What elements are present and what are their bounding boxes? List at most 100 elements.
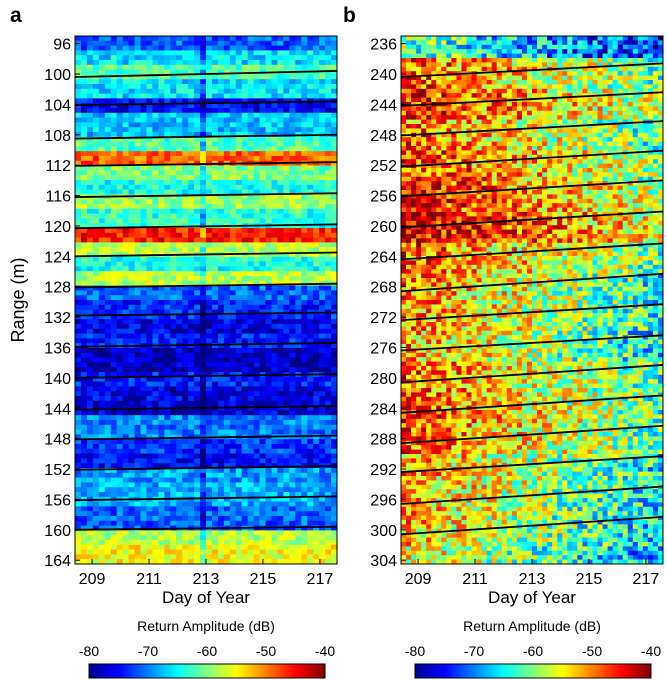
- heat-cell: [140, 223, 148, 229]
- heat-cell: [140, 136, 148, 143]
- heat-cell: [164, 420, 171, 426]
- heat-cell: [277, 381, 284, 387]
- heat-cell: [253, 448, 261, 455]
- heat-cell: [259, 554, 267, 560]
- heat-cell: [206, 276, 213, 282]
- heat-cell: [158, 549, 165, 555]
- heat-cell: [116, 199, 124, 205]
- heat-cell: [319, 112, 326, 119]
- heat-cell: [241, 285, 249, 291]
- heat-cell: [134, 544, 142, 551]
- heat-cell: [122, 314, 130, 320]
- heat-cell: [75, 424, 82, 431]
- heat-cell: [182, 439, 189, 445]
- heat-cell: [176, 487, 183, 493]
- heat-cell: [152, 50, 159, 56]
- heat-cell: [188, 338, 195, 344]
- heat-cell: [211, 146, 219, 152]
- heat-cell: [146, 328, 153, 335]
- heat-cell: [217, 424, 225, 431]
- heat-cell: [170, 544, 177, 551]
- heat-cell: [200, 74, 207, 80]
- heat-cell: [158, 477, 165, 483]
- heat-cell: [229, 170, 237, 176]
- heat-cell: [241, 165, 249, 171]
- heat-cell: [229, 319, 237, 325]
- heat-cell: [122, 64, 130, 71]
- heat-cell: [104, 266, 112, 272]
- heat-cell: [265, 117, 273, 123]
- heat-cell: [325, 357, 332, 363]
- heat-cell: [75, 487, 82, 493]
- heat-cell: [516, 36, 523, 41]
- heat-cell: [146, 319, 153, 325]
- heat-cell: [92, 141, 100, 147]
- heat-cell: [271, 252, 279, 258]
- heat-cell: [223, 343, 231, 349]
- heat-cell: [319, 184, 326, 191]
- heat-cell: [271, 501, 279, 507]
- heat-cell: [241, 112, 249, 119]
- heat-cell: [164, 530, 171, 536]
- heat-cell: [164, 194, 171, 200]
- heat-cell: [182, 338, 189, 344]
- heat-cell: [229, 439, 237, 445]
- heat-cell: [188, 554, 195, 560]
- heat-cell: [86, 472, 94, 479]
- heat-cell: [283, 367, 290, 373]
- heat-cell: [295, 117, 302, 123]
- heat-cell: [140, 194, 148, 200]
- heat-cell: [176, 127, 183, 133]
- heat-cell: [265, 472, 273, 479]
- heat-cell: [140, 463, 148, 469]
- heat-cell: [331, 64, 337, 71]
- heat-cell: [247, 477, 255, 483]
- heat-cell: [277, 487, 284, 493]
- heat-cell: [301, 237, 308, 243]
- heat-cell: [86, 362, 94, 368]
- heat-cell: [301, 439, 308, 445]
- heat-cell: [627, 36, 634, 41]
- y-tick-label: 108: [44, 128, 71, 145]
- heat-cell: [283, 60, 290, 66]
- heat-cell: [289, 36, 296, 42]
- heat-cell: [75, 189, 82, 195]
- heat-cell: [86, 482, 94, 488]
- heat-cell: [307, 136, 314, 143]
- heat-cell: [98, 184, 106, 191]
- heat-cell: [134, 338, 142, 344]
- heat-cell: [283, 141, 290, 147]
- heat-cell: [259, 333, 267, 339]
- heat-cell: [75, 530, 82, 536]
- heat-cell: [319, 189, 326, 195]
- heat-cell: [265, 400, 273, 407]
- heat-cell: [247, 314, 255, 320]
- heat-cell: [241, 64, 249, 71]
- heat-cell: [289, 453, 296, 459]
- heat-cell: [211, 410, 219, 416]
- heat-cell: [416, 36, 422, 41]
- heat-cell: [217, 156, 225, 162]
- heat-cell: [92, 333, 100, 339]
- heat-cell: [128, 410, 136, 416]
- heat-cell: [98, 228, 106, 234]
- heat-cell: [122, 117, 130, 123]
- heat-cell: [194, 376, 201, 383]
- heat-cell: [128, 285, 136, 291]
- heat-cell: [140, 511, 148, 517]
- heat-cell: [75, 295, 82, 301]
- heat-cell: [235, 276, 243, 282]
- heat-cell: [170, 415, 177, 421]
- heat-cell: [176, 333, 183, 339]
- heat-cell: [235, 84, 243, 90]
- heat-cell: [313, 367, 320, 373]
- heat-cell: [194, 328, 201, 335]
- heat-cell: [271, 343, 279, 349]
- heat-cell: [80, 424, 88, 431]
- heat-cell: [86, 285, 94, 291]
- heat-cell: [211, 506, 219, 512]
- heat-cell: [307, 386, 314, 392]
- colorbar-tick-label: -80: [79, 643, 99, 659]
- heat-cell: [301, 108, 308, 114]
- heat-cell: [301, 290, 308, 296]
